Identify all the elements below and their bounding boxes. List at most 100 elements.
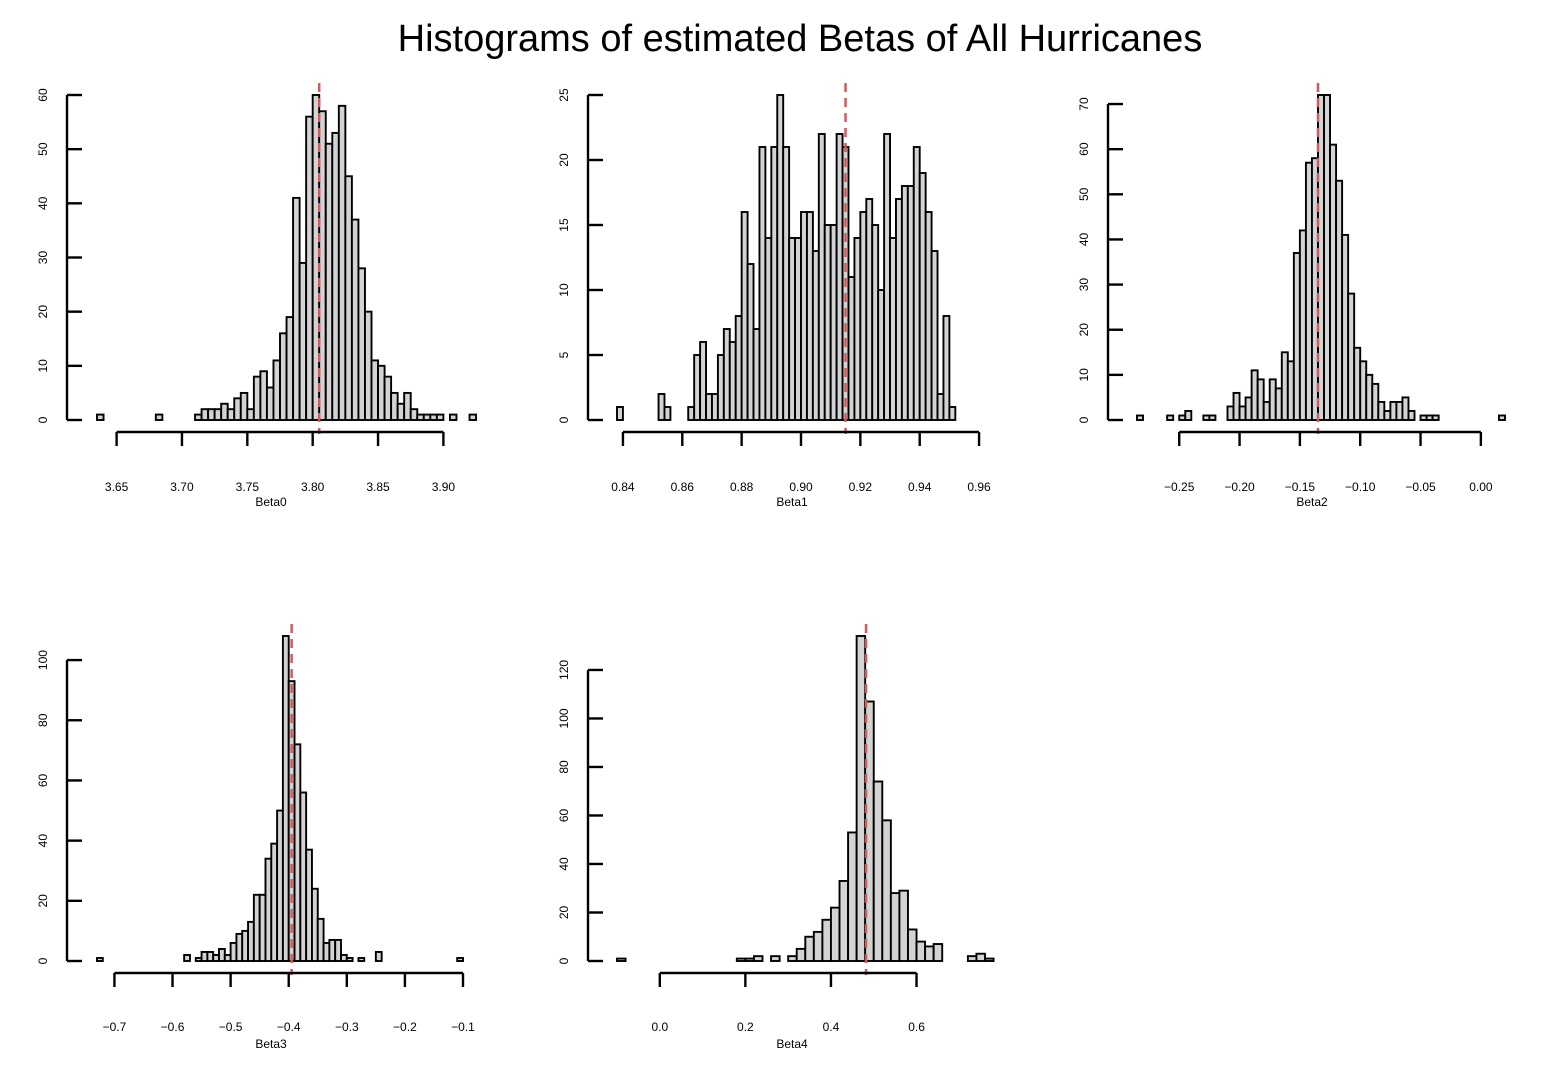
- histogram-bar: [1498, 414, 1506, 421]
- x-axis-label: Beta2: [1296, 495, 1328, 509]
- histogram-bar: [830, 906, 841, 962]
- histogram-bar: [316, 917, 325, 962]
- y-tick-label: 0: [557, 957, 571, 964]
- histogram-bar: [838, 880, 850, 962]
- histogram-bar: [272, 359, 281, 421]
- histogram-bar: [246, 408, 255, 421]
- histogram-bar: [334, 938, 342, 962]
- histogram-bar: [383, 375, 393, 421]
- x-tick-label: −0.15: [1285, 480, 1316, 494]
- x-tick-label: 0.94: [908, 480, 932, 494]
- histogram-bar: [233, 397, 242, 421]
- y-tick-label: 80: [557, 760, 571, 774]
- histogram-bar: [279, 332, 288, 421]
- histogram-bar: [975, 952, 986, 962]
- histogram-bars: [96, 635, 464, 962]
- x-tick-label: −0.6: [161, 1020, 185, 1034]
- x-axis-label: Beta1: [776, 495, 808, 509]
- y-tick-label: 20: [1077, 323, 1091, 337]
- histogram-bar: [337, 104, 347, 421]
- y-tick-label: 40: [36, 834, 50, 848]
- histogram-panel-beta2: 0 10 20 30 40 50 60 70 −0.25 −0.20 −0.15 −0.10 −0.05…: [1077, 83, 1506, 509]
- histogram-bars: [616, 94, 957, 421]
- y-tick-label: 10: [557, 283, 571, 297]
- y-tick-label: 0: [36, 957, 50, 964]
- x-tick-label: 0.96: [967, 480, 991, 494]
- histogram-bar: [409, 408, 419, 421]
- histogram-bar: [881, 819, 892, 962]
- histogram-bar: [324, 142, 334, 421]
- histogram-bar: [812, 930, 824, 962]
- x-tick-label: 0.90: [789, 480, 813, 494]
- histogram-panel-beta3: 0 20 40 60 80 100 −0.7 −0.6 −0.5 −0.4 −0.3 −0.2 −0.1…: [36, 624, 475, 1051]
- histogram-bars: [96, 94, 478, 421]
- histogram-panel-beta1: 0 5 10 15 20 25 0.84 0.86 0.88 0.90 0.92 0.94 0.96 Be…: [557, 83, 991, 509]
- histogram-bar: [1401, 396, 1410, 421]
- y-tick-label: 25: [557, 88, 571, 102]
- x-tick-label: −0.2: [393, 1020, 417, 1034]
- histogram-bars: [616, 635, 995, 962]
- y-tick-label: 20: [36, 305, 50, 319]
- histogram-bar: [915, 940, 927, 962]
- y-tick-label: 60: [1077, 142, 1091, 156]
- x-tick-label: −0.10: [1345, 480, 1376, 494]
- x-axis-label: Beta3: [255, 1037, 287, 1051]
- histogram-bar: [396, 402, 406, 421]
- histogram-bar: [1184, 410, 1193, 421]
- histogram-bar: [259, 370, 268, 421]
- histogram-bar: [663, 406, 672, 421]
- histogram-bar: [96, 413, 105, 421]
- histogram-bar: [770, 955, 781, 962]
- x-axis-label: Beta0: [255, 495, 287, 509]
- x-tick-label: 3.65: [105, 480, 129, 494]
- histogram-bar: [787, 955, 798, 962]
- y-tick-label: 0: [1077, 416, 1091, 423]
- histogram-bar: [744, 957, 755, 962]
- histogram-bar: [932, 943, 944, 962]
- y-tick-label: 40: [36, 196, 50, 210]
- y-tick-label: 60: [557, 808, 571, 822]
- histogram-panel-beta0: 0 10 20 30 40 50 60 3.65 3.70 3.75 3.80 3.85 3.90 Bet…: [36, 83, 478, 509]
- y-tick-label: 20: [36, 894, 50, 908]
- histogram-bar: [864, 700, 875, 962]
- histogram-bar: [357, 267, 366, 421]
- histogram-bar: [370, 359, 379, 421]
- x-axis-label: Beta4: [776, 1037, 808, 1051]
- histogram-bar: [847, 831, 858, 962]
- x-tick-label: 0.84: [611, 480, 635, 494]
- histogram-bar: [898, 889, 909, 962]
- histogram-bar: [616, 957, 627, 962]
- histogram-bars: [1136, 94, 1506, 421]
- histogram-bar: [154, 413, 164, 421]
- y-tick-label: 10: [36, 359, 50, 373]
- y-tick-label: 15: [557, 218, 571, 232]
- histogram-bar: [1166, 414, 1175, 421]
- histogram-bar: [416, 413, 425, 421]
- x-tick-label: 0.2: [737, 1020, 754, 1034]
- histogram-bar: [930, 250, 939, 421]
- histogram-bar: [226, 408, 236, 421]
- histogram-bar: [403, 391, 412, 421]
- x-tick-label: 3.90: [432, 480, 456, 494]
- histogram-bar: [374, 951, 383, 962]
- histogram-bar: [984, 957, 995, 962]
- histogram-bar: [889, 892, 901, 962]
- histogram-bar: [357, 957, 366, 962]
- x-tick-label: 3.70: [170, 480, 194, 494]
- histogram-bar: [804, 935, 815, 962]
- y-tick-label: 60: [36, 773, 50, 787]
- histogram-bar: [1407, 410, 1416, 421]
- histogram-bar: [855, 635, 867, 962]
- histogram-bar: [305, 115, 314, 421]
- histogram-bar: [735, 957, 747, 962]
- x-tick-label: −0.3: [335, 1020, 359, 1034]
- y-tick-label: 50: [1077, 187, 1091, 201]
- histogram-bar: [345, 957, 354, 962]
- x-tick-label: 3.75: [236, 480, 260, 494]
- histogram-bar: [907, 928, 918, 962]
- x-tick-label: −0.5: [219, 1020, 243, 1034]
- x-tick-label: 0.00: [1469, 480, 1493, 494]
- y-tick-label: 120: [557, 660, 571, 680]
- histogram-bar: [616, 406, 624, 421]
